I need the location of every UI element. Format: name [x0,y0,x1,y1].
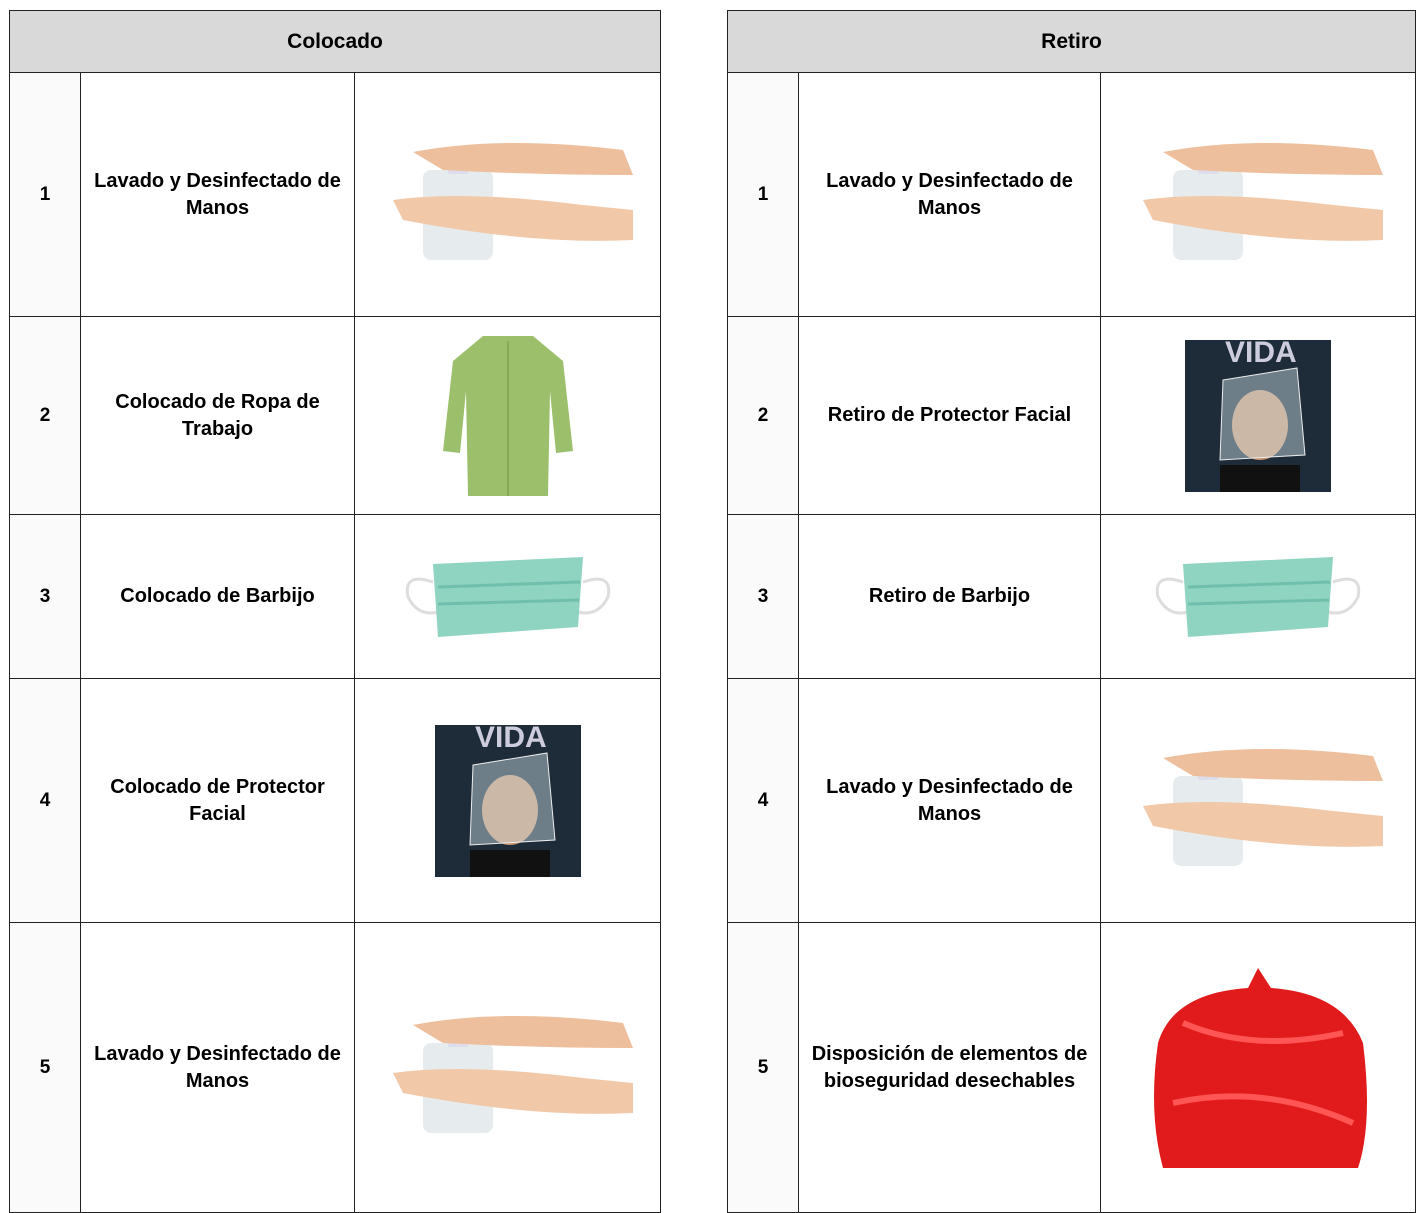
step-label: Lavado y Desinfectado de Manos [81,923,355,1212]
step-number: 5 [10,923,81,1212]
step-number: 3 [10,515,81,678]
table-row: 2 Colocado de Ropa de Trabajo [10,317,660,515]
step-image: VIDA [355,679,660,922]
step-label: Lavado y Desinfectado de Manos [799,679,1101,922]
step-number: 4 [728,679,799,922]
step-label: Retiro de Protector Facial [799,317,1101,514]
step-number: 2 [10,317,81,514]
step-image [1101,73,1415,316]
step-label: Colocado de Barbijo [81,515,355,678]
step-number: 2 [728,317,799,514]
svg-text:VIDA: VIDA [1225,340,1297,369]
table-title: Retiro [728,11,1415,73]
step-label: Colocado de Ropa de Trabajo [81,317,355,514]
step-number: 1 [728,73,799,316]
step-label: Colocado de Protector Facial [81,679,355,922]
step-number: 1 [10,73,81,316]
step-number: 3 [728,515,799,678]
table-row: 5 Lavado y Desinfectado de Manos [10,923,660,1213]
step-image [355,73,660,316]
step-image [355,923,660,1212]
step-label: Lavado y Desinfectado de Manos [81,73,355,316]
table-row: 4 Lavado y Desinfectado de Manos [728,679,1415,923]
table-row: 3 Retiro de Barbijo [728,515,1415,679]
table-row: 5 Disposición de elementos de biosegurida… [728,923,1415,1213]
step-image: VIDA [1101,317,1415,514]
table-row: 4 Colocado de Protector Facial VIDA [10,679,660,923]
table-title: Colocado [10,11,660,73]
table-row: 2 Retiro de Protector Facial VIDA [728,317,1415,515]
step-label: Retiro de Barbijo [799,515,1101,678]
step-image [1101,923,1415,1212]
step-image [1101,515,1415,678]
table-row: 3 Colocado de Barbijo [10,515,660,679]
right-table: Retiro 1 Lavado y Desinfectado de Manos 2 R… [727,10,1416,1213]
table-row: 1 Lavado y Desinfectado de Manos [728,73,1415,317]
step-image [1101,679,1415,922]
step-image [355,515,660,678]
step-number: 5 [728,923,799,1212]
step-label: Disposición de elementos de bioseguridad… [799,923,1101,1212]
left-table: Colocado 1 Lavado y Desinfectado de Manos… [9,10,661,1213]
svg-text:VIDA: VIDA [475,725,547,754]
step-number: 4 [10,679,81,922]
step-label: Lavado y Desinfectado de Manos [799,73,1101,316]
table-row: 1 Lavado y Desinfectado de Manos [10,73,660,317]
step-image [355,317,660,514]
